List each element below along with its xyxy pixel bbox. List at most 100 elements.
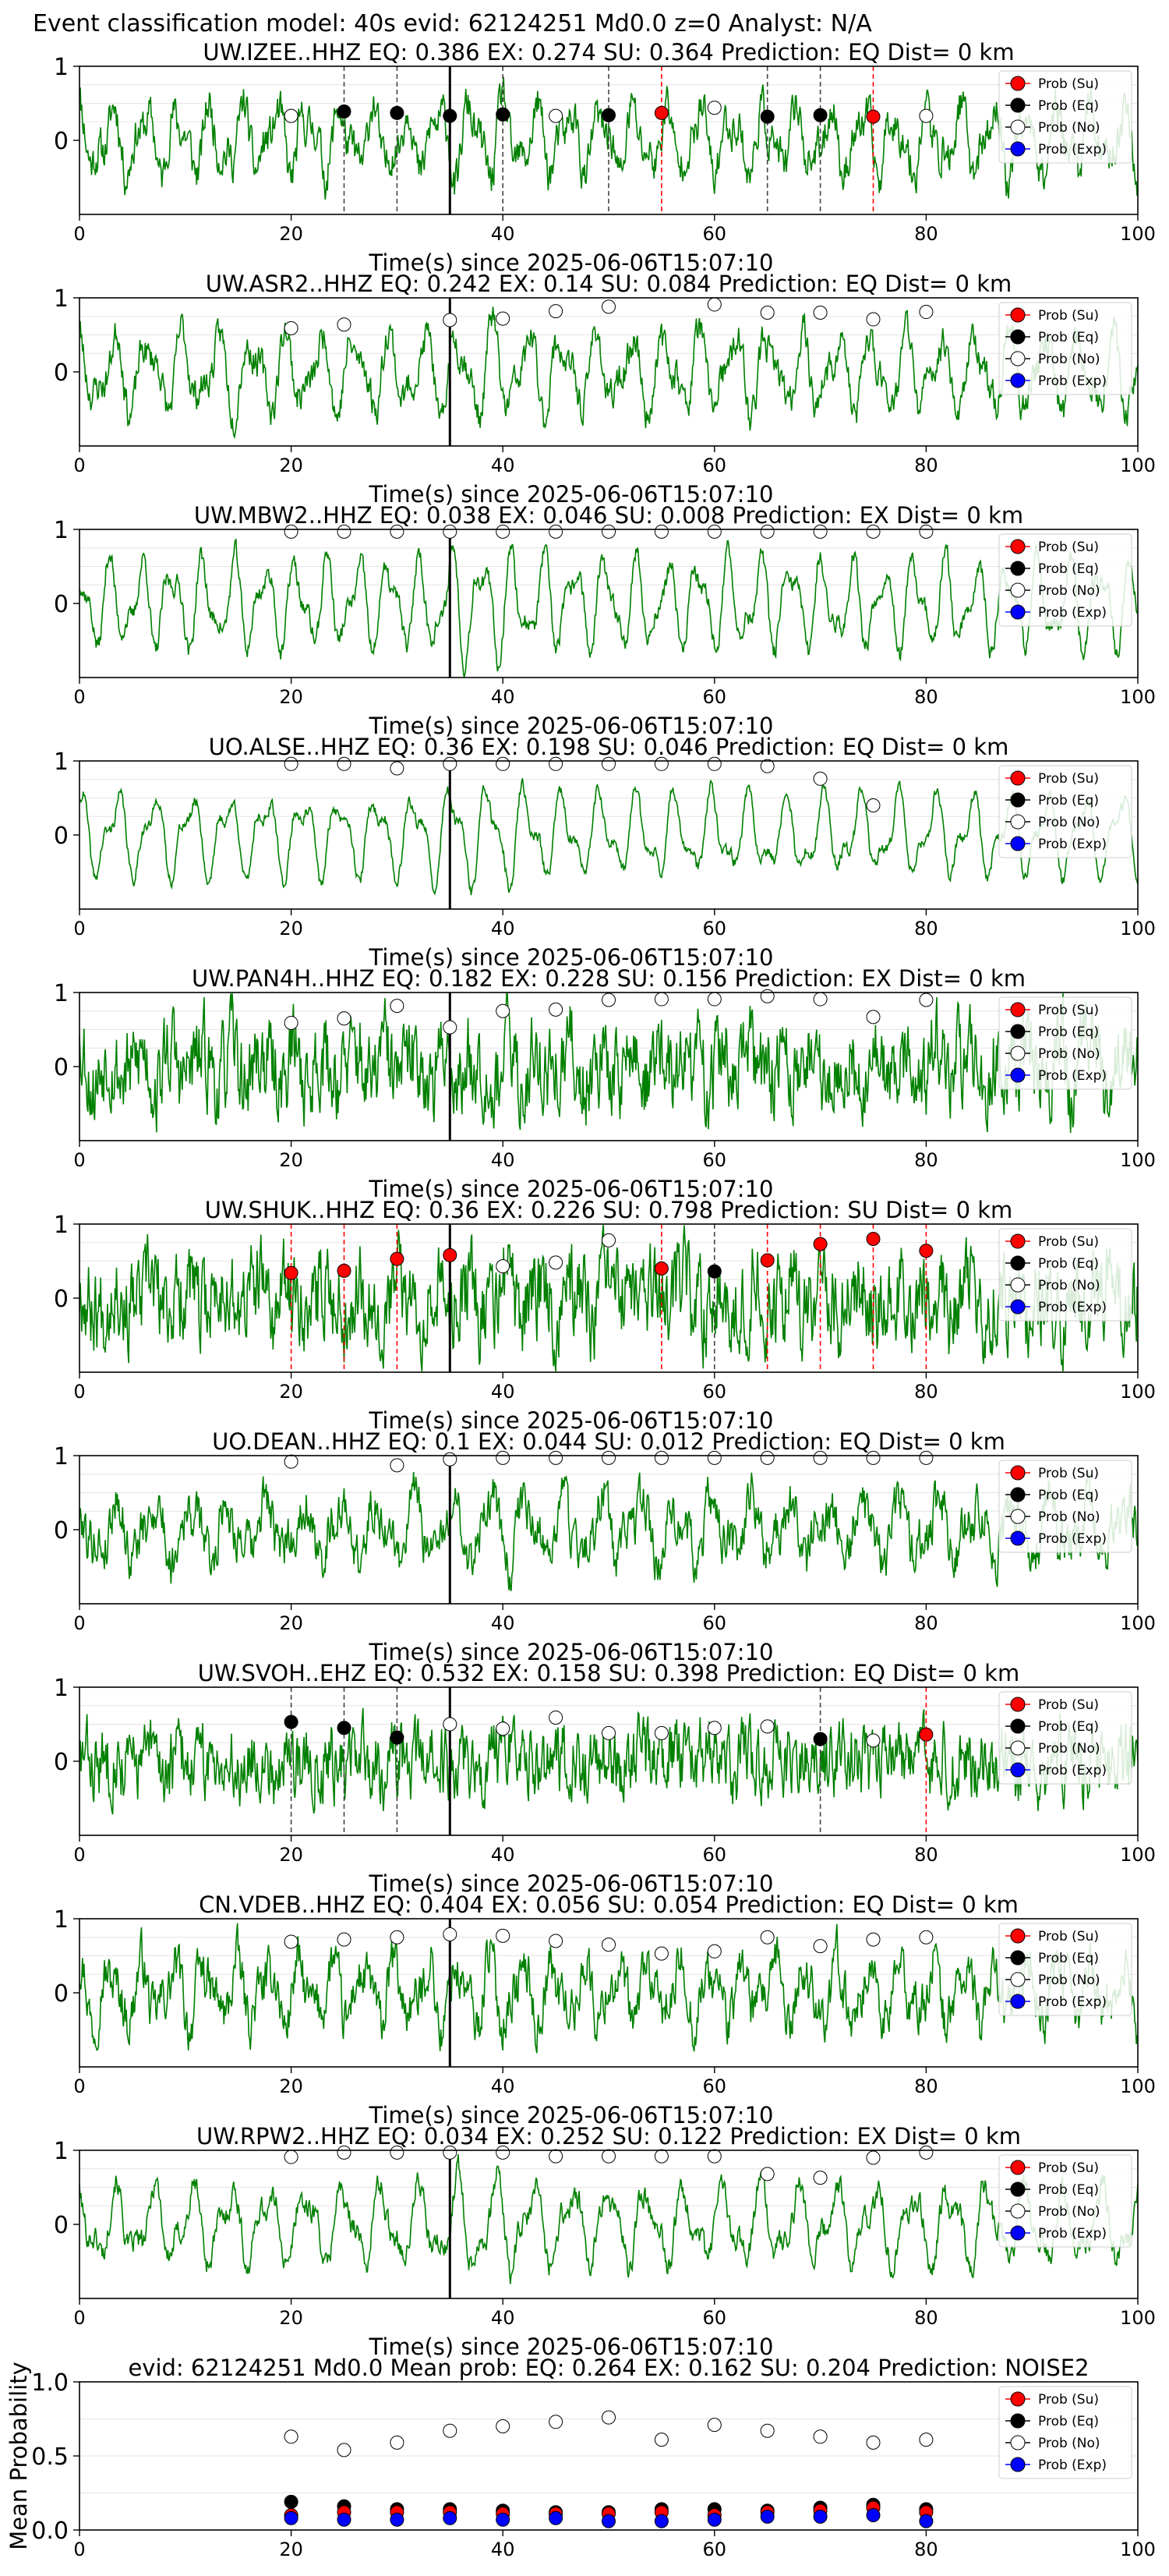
- panel-5-prob-point-9: [760, 989, 775, 1003]
- panel-1-ytick-label-1: 1: [54, 54, 69, 81]
- panel-10-xtick-label-2: 40: [491, 2307, 515, 2329]
- panel-6-xtick-label-4: 80: [914, 1381, 938, 1403]
- panel-1-legend-label-eq: Prob (Eq): [1038, 98, 1099, 114]
- panel-6-prob-point-11: [866, 1232, 881, 1246]
- panel-1-prob-point-11: [866, 109, 881, 124]
- panel-4-xtick-label-2: 40: [491, 918, 515, 939]
- panel-10-legend-marker-eq: [1010, 2181, 1026, 2197]
- panel-3-xtick-label-1: 20: [279, 686, 303, 708]
- panel-8-legend-marker-eq: [1010, 1718, 1026, 1734]
- panel-11-legend-label-su: Prob (Su): [1038, 2392, 1099, 2408]
- panel-1-prob-point-8: [707, 101, 722, 115]
- panel-9-prob-point-6: [602, 1937, 616, 1952]
- panel-7-legend-label-no: Prob (No): [1038, 1509, 1100, 1525]
- panel-10-ytick-label-0: 0: [54, 2212, 69, 2239]
- panel-10-legend-marker-exp: [1010, 2225, 1026, 2241]
- panel-4-xtick-label-0: 0: [73, 918, 85, 939]
- panel-10-prob-point-3: [443, 2145, 457, 2160]
- panel-11-ylabel: Mean Probability: [5, 2362, 32, 2550]
- panel-5-legend-marker-eq: [1010, 1024, 1026, 1039]
- panel-1-prob-point-3: [443, 108, 457, 123]
- panel-11-series-no-point-10: [813, 2429, 828, 2444]
- panel-5-xtick-label-5: 100: [1120, 1149, 1156, 1171]
- panel-11-series-exp-point-4: [496, 2512, 510, 2527]
- panel-11-series-exp-point-3: [443, 2511, 457, 2525]
- panel-1-prob-point-4: [496, 107, 510, 122]
- panel-3-xtick-label-5: 100: [1120, 686, 1156, 708]
- panel-7-title: UO.DEAN..HHZ EQ: 0.1 EX: 0.044 SU: 0.012…: [212, 1428, 1005, 1455]
- panel-2-prob-point-2: [443, 313, 457, 327]
- panel-1-prob-point-1: [337, 104, 351, 119]
- panel-4-prob-point-4: [496, 756, 510, 771]
- panel-11-xtick-label-5: 100: [1120, 2539, 1156, 2560]
- panel-2-title: UW.ASR2..HHZ EQ: 0.242 EX: 0.14 SU: 0.08…: [206, 271, 1012, 297]
- panel-9-prob-point-1: [337, 1932, 351, 1947]
- panel-5-prob-point-1: [337, 1011, 351, 1026]
- panel-5-xtick-label-4: 80: [914, 1149, 938, 1171]
- panel-4-ytick-label-0: 0: [54, 823, 69, 850]
- panel-7-legend-marker-su: [1010, 1465, 1026, 1481]
- panel-7-xtick-label-2: 40: [491, 1612, 515, 1634]
- panel-2-ytick-label-0: 0: [54, 359, 69, 387]
- panel-4-prob-point-11: [866, 798, 881, 812]
- panel-7-ytick-label-0: 0: [54, 1517, 69, 1545]
- panel-2-prob-point-10: [919, 305, 934, 320]
- panel-8-waveform-trace: [79, 1707, 1138, 1815]
- panel-6-legend-marker-no: [1010, 1277, 1026, 1293]
- panel-4-xtick-label-5: 100: [1120, 918, 1156, 939]
- panel-10-waveform-trace: [79, 2154, 1138, 2284]
- panel-1-xtick-label-0: 0: [73, 223, 85, 245]
- panel-5-legend-label-no: Prob (No): [1038, 1046, 1100, 1062]
- panel-2-prob-point-3: [496, 311, 510, 326]
- panel-9-prob-point-5: [549, 1934, 563, 1948]
- panel-11-legend-marker-exp: [1010, 2457, 1026, 2472]
- panel-6-prob-point-7: [654, 1261, 669, 1276]
- panel-9-prob-point-2: [390, 1930, 404, 1944]
- panel-9-prob-point-0: [284, 1934, 298, 1949]
- panel-3-prob-point-6: [602, 524, 616, 539]
- panel-9-xtick-label-0: 0: [73, 2075, 85, 2097]
- panel-11-series-no-point-8: [707, 2418, 722, 2433]
- panel-10-ytick-label-1: 1: [54, 2138, 69, 2165]
- panel-5-legend-marker-no: [1010, 1046, 1026, 1061]
- panel-3-ytick-label-1: 1: [54, 517, 69, 544]
- panel-4-prob-point-5: [549, 756, 563, 771]
- panel-6-xlabel: Time(s) since 2025-06-06T15:07:10: [369, 1407, 774, 1434]
- panel-4-legend-marker-su: [1010, 770, 1026, 786]
- panel-9-legend-marker-no: [1010, 1972, 1026, 1987]
- panel-1-prob-point-5: [549, 108, 563, 123]
- panel-6-prob-point-8: [707, 1264, 722, 1279]
- panel-5-prob-point-6: [602, 993, 616, 1007]
- panel-11-series-eq-point-0: [284, 2494, 298, 2509]
- panel-3-prob-point-10: [813, 524, 828, 539]
- panel-10-prob-point-6: [602, 2149, 616, 2164]
- panel-11-series-exp-point-9: [760, 2509, 775, 2524]
- panel-11-series-exp-point-7: [654, 2514, 669, 2528]
- panel-4-prob-point-2: [390, 761, 404, 776]
- panel-2-prob-point-4: [549, 304, 563, 319]
- panel-10-prob-point-1: [337, 2145, 351, 2160]
- panel-7-prob-point-7: [707, 1450, 722, 1465]
- panel-10-prob-point-8: [707, 2149, 722, 2164]
- panel-6-xtick-label-5: 100: [1120, 1381, 1156, 1403]
- panel-10-legend-label-exp: Prob (Exp): [1038, 2226, 1107, 2242]
- panel-9-legend-label-eq: Prob (Eq): [1038, 1951, 1099, 1966]
- panel-10-prob-point-5: [549, 2149, 563, 2164]
- panel-8-legend-label-eq: Prob (Eq): [1038, 1719, 1099, 1735]
- panel-5-legend-marker-su: [1010, 1002, 1026, 1017]
- panel-3-ytick-label-0: 0: [54, 591, 69, 618]
- panel-6-xtick-label-1: 20: [279, 1381, 303, 1403]
- panel-2-legend-marker-exp: [1010, 373, 1026, 388]
- panel-8-prob-point-7: [654, 1725, 669, 1740]
- panel-8-prob-point-3: [443, 1717, 457, 1732]
- panel-7-ytick-label-1: 1: [54, 1443, 69, 1470]
- panel-11-ytick-label-2: 1.0: [31, 2369, 69, 2397]
- panel-11-series-exp-point-8: [707, 2512, 722, 2527]
- panel-7-legend-box: [998, 1460, 1132, 1553]
- panel-5-prob-point-11: [866, 1010, 881, 1024]
- panel-6-legend-label-no: Prob (No): [1038, 1278, 1100, 1293]
- panel-6-ytick-label-0: 0: [54, 1286, 69, 1313]
- panel-7-legend-label-exp: Prob (Exp): [1038, 1531, 1107, 1547]
- panel-8-ytick-label-1: 1: [54, 1675, 69, 1702]
